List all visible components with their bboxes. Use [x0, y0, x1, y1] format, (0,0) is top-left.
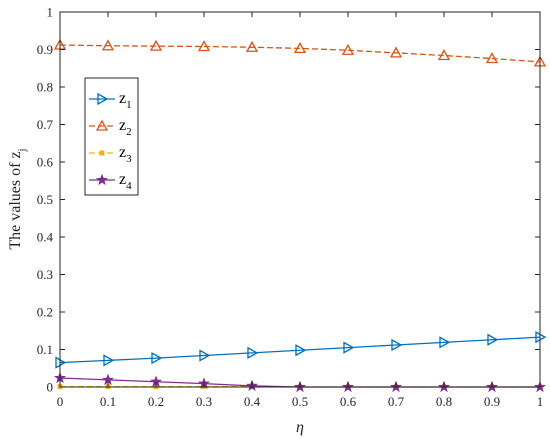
legend-box: [84, 77, 139, 196]
data-point-z1: [343, 341, 355, 354]
legend-entry-z4: z4: [89, 171, 132, 192]
legend-label: z2: [119, 117, 132, 138]
data-point-z2: [101, 39, 115, 51]
y-tick-label: 0.9: [37, 42, 53, 57]
x-tick-label: 0.7: [388, 394, 405, 409]
y-tick-label: 0.7: [37, 117, 54, 132]
legend-entry-z3: z3: [89, 144, 132, 165]
legend-label: z1: [119, 90, 132, 111]
data-point-z1: [151, 352, 163, 365]
y-tick-label: 0.4: [37, 230, 54, 245]
y-axis-label: The values of zj: [7, 148, 28, 249]
data-point-z2: [389, 46, 403, 58]
x-tick-label: 0.6: [340, 394, 357, 409]
y-tick-label: 0.2: [37, 305, 53, 320]
x-axis-label: η: [296, 419, 304, 436]
legend: z1 z2 z3 z4: [84, 77, 139, 196]
data-point-z1: [439, 336, 451, 349]
data-point-z2: [437, 49, 451, 61]
x-tick-label: 0.2: [148, 394, 164, 409]
x-tick-label: 0.3: [196, 394, 212, 409]
plot-area: [60, 12, 540, 387]
y-tick-label: 0.3: [37, 267, 53, 282]
legend-entry-z1: z1: [89, 90, 132, 111]
legend-label: z3: [119, 144, 132, 165]
data-point-z1: [391, 338, 403, 352]
x-tick-label: 0.5: [292, 394, 308, 409]
x-tick-label: 0.9: [484, 394, 500, 409]
series-line-z2: [59, 44, 541, 63]
legend-marker: [95, 119, 109, 131]
data-point-z1: [487, 333, 499, 346]
data-point-z2: [245, 40, 259, 52]
x-tick-label: 0.8: [436, 394, 452, 409]
legend-entry-z2: z2: [89, 117, 132, 138]
y-tick-label: 0.8: [37, 80, 53, 95]
data-point-z2: [485, 52, 499, 64]
plot-frame: [59, 11, 541, 388]
data-point-z1: [247, 346, 259, 359]
y-axis-label-main: The values of z: [7, 151, 24, 249]
legend-marker: [95, 173, 109, 186]
y-tick-label: 1: [47, 5, 54, 20]
ticks-layer: 0 0.1 0.2 0.3 0.4 0.5 0.6 0.7 0.8 0.9 1 0 0.1 0.2 0.3 0…: [37, 5, 544, 410]
x-tick-label: 0: [57, 394, 64, 409]
data-point-z2: [341, 43, 355, 55]
y-tick-label: 0.6: [37, 155, 54, 170]
legend-label: z4: [119, 171, 132, 192]
data-point-z2: [149, 39, 163, 51]
legend-marker: [97, 92, 109, 106]
x-tick-label: 0.1: [100, 394, 116, 409]
y-tick-label: 0.1: [37, 342, 53, 357]
y-axis-label-subscript: j: [16, 148, 28, 152]
data-point-z1: [103, 354, 115, 367]
data-point-z1: [295, 344, 307, 357]
series-line-z1: [59, 336, 541, 364]
y-tick-label: 0: [47, 380, 54, 395]
data-point-z2: [293, 42, 307, 54]
x-tick-label: 0.4: [244, 394, 261, 409]
legend-marker: [99, 150, 105, 156]
data-point-z2: [197, 40, 211, 52]
x-tick-label: 1: [537, 394, 544, 409]
y-tick-label: 0.5: [37, 192, 53, 207]
data-point-z1: [199, 349, 211, 362]
